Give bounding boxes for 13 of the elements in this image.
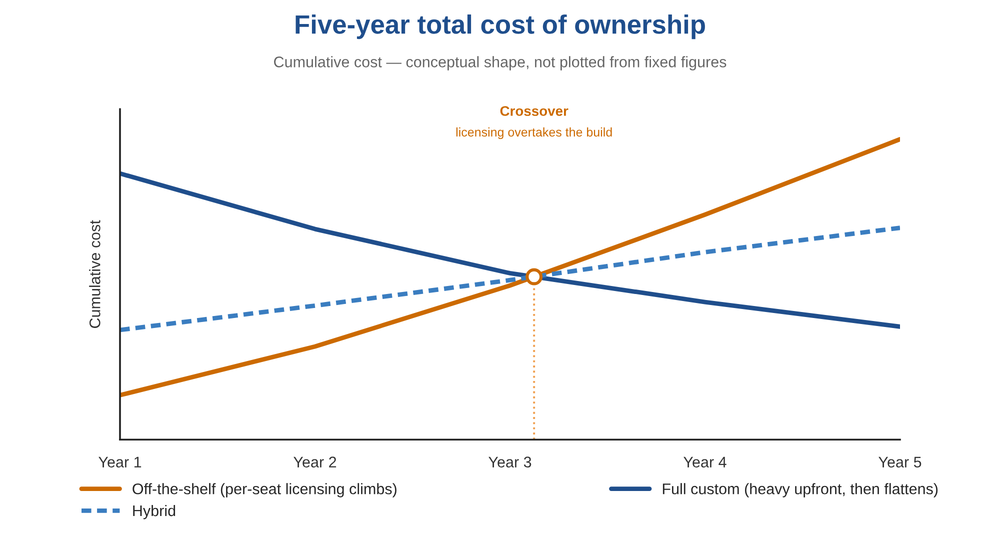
y-axis-title: Cumulative cost xyxy=(89,220,100,328)
x-tick-label: Year 2 xyxy=(294,456,336,468)
x-tick-label: Year 3 xyxy=(488,456,532,468)
legend-label: Off-the-shelf (per-seat licensing climbs) xyxy=(132,483,396,498)
chart-title: Five-year total cost of ownership xyxy=(296,14,705,40)
x-tick-label: Year 5 xyxy=(878,456,922,468)
x-tick-label: Year 4 xyxy=(684,456,726,468)
legend-label: Hybrid xyxy=(133,504,176,520)
x-tick-label: Year 1 xyxy=(98,456,142,468)
legend-label: Full custom (heavy upfront, then flattens) xyxy=(662,483,938,498)
text: Crossover xyxy=(500,106,568,116)
text: licensing overtakes the build xyxy=(456,127,612,140)
chart-subtitle: Cumulative cost — conceptual shape, not plotted from fixed figures xyxy=(274,56,726,70)
